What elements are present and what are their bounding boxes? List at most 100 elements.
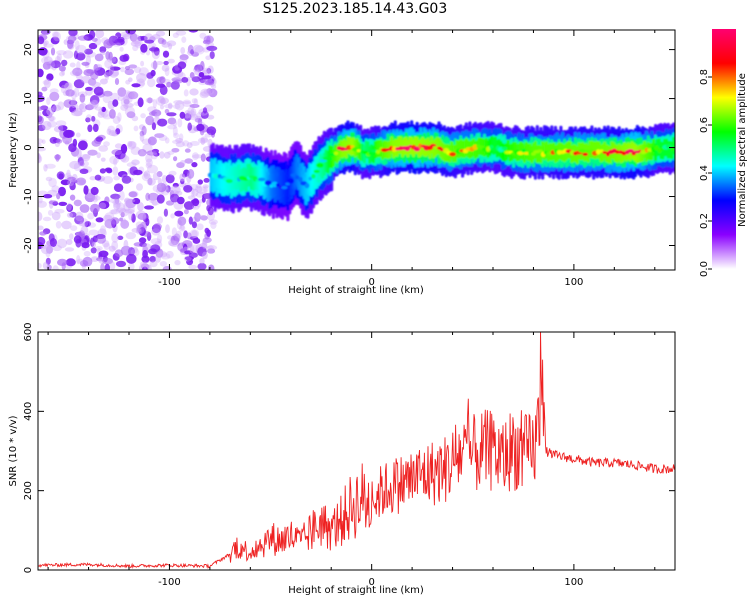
noise-blob	[194, 64, 201, 70]
noise-blob	[76, 255, 81, 265]
noise-blob	[148, 196, 155, 203]
noise-blob	[103, 242, 111, 250]
noise-blob	[91, 37, 98, 42]
noise-blob	[195, 214, 206, 219]
noise-blob	[64, 247, 75, 252]
noise-blob	[76, 258, 85, 264]
noise-blob	[137, 223, 145, 234]
noise-blob	[73, 199, 82, 207]
noise-blob	[80, 75, 92, 84]
noise-blob	[117, 36, 125, 43]
noise-blob	[189, 141, 200, 146]
noise-blob	[176, 162, 185, 169]
noise-blob	[183, 255, 192, 262]
noise-blob	[139, 213, 147, 221]
noise-blob	[152, 172, 160, 181]
noise-blob	[115, 260, 127, 268]
noise-blob	[122, 33, 132, 40]
noise-blob	[114, 196, 120, 205]
noise-blob	[85, 221, 91, 227]
noise-blob	[197, 118, 203, 126]
noise-blob	[136, 183, 143, 191]
noise-blob	[82, 256, 93, 267]
ridge-core	[368, 151, 376, 156]
ridge-core	[311, 173, 316, 179]
ridge-core	[295, 175, 300, 180]
noise-blob	[125, 200, 133, 205]
noise-blob	[198, 72, 205, 78]
noise-blob	[46, 107, 55, 116]
ridge-core	[530, 152, 537, 156]
noise-blob	[74, 215, 85, 225]
noise-blob	[113, 175, 120, 181]
noise-blob	[38, 138, 44, 144]
noise-blob	[206, 114, 215, 120]
noise-blob	[89, 30, 96, 40]
noise-blob	[188, 216, 193, 225]
noise-blob	[142, 266, 148, 270]
noise-blob	[69, 182, 76, 191]
noise-blob	[111, 233, 119, 243]
noise-blob	[180, 248, 186, 253]
ridge-core	[486, 146, 491, 152]
noise-blob	[172, 182, 179, 188]
noise-blob	[157, 118, 168, 127]
colorbar-tick-label: 0.0	[699, 261, 710, 277]
noise-blob	[119, 190, 125, 201]
noise-blob	[163, 208, 168, 217]
noise-blob	[179, 111, 186, 119]
noise-blob	[156, 234, 163, 243]
noise-blob	[60, 59, 68, 67]
noise-blob	[42, 262, 49, 270]
noise-blob	[121, 248, 127, 254]
noise-blob	[140, 113, 146, 119]
heatmap-y-axis-label: Frequency (Hz)	[8, 112, 19, 188]
noise-blob	[110, 209, 118, 215]
noise-blob	[157, 251, 168, 258]
noise-blob	[84, 192, 96, 203]
noise-blob	[73, 87, 80, 98]
ridge-core	[578, 149, 586, 153]
noise-blob	[66, 202, 72, 211]
noise-blob	[164, 266, 170, 270]
noise-blob	[49, 88, 59, 94]
noise-blob	[38, 106, 44, 111]
noise-blob	[108, 130, 117, 137]
noise-blob	[127, 141, 136, 150]
noise-blob	[183, 113, 192, 121]
noise-blob	[111, 240, 119, 251]
noise-blob	[93, 86, 104, 96]
noise-blob	[200, 215, 208, 221]
noise-blob	[85, 86, 93, 91]
noise-blob	[73, 235, 82, 244]
noise-blob	[90, 203, 100, 214]
noise-blob	[92, 195, 101, 201]
noise-blob	[176, 196, 185, 205]
ridge-core	[230, 175, 235, 180]
noise-blob	[181, 36, 187, 43]
noise-blob	[169, 240, 181, 247]
noise-blob	[110, 92, 120, 102]
ridge-core	[626, 148, 635, 153]
noise-blob	[164, 67, 170, 77]
noise-blob	[50, 60, 61, 69]
noise-blob	[183, 209, 189, 215]
noise-blob	[88, 101, 96, 109]
noise-blob	[127, 140, 133, 147]
noise-blob	[38, 200, 47, 208]
heatmap-y-tick-label: 20	[23, 43, 34, 56]
noise-blob	[90, 81, 102, 87]
noise-blob	[55, 221, 62, 229]
noise-blob	[115, 207, 127, 214]
noise-blob	[52, 265, 59, 270]
ridge-core	[264, 180, 272, 186]
noise-blob	[112, 42, 122, 47]
noise-blob	[46, 245, 53, 254]
noise-blob	[173, 132, 179, 139]
noise-blob	[108, 245, 116, 252]
noise-blob	[210, 221, 217, 229]
noise-blob	[144, 39, 155, 44]
noise-blob	[88, 229, 99, 236]
noise-blob	[114, 78, 120, 85]
